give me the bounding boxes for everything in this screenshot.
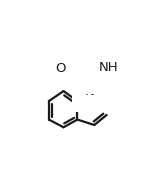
Text: N: N: [85, 85, 95, 98]
Text: NH: NH: [99, 61, 119, 74]
Text: O: O: [55, 62, 66, 75]
